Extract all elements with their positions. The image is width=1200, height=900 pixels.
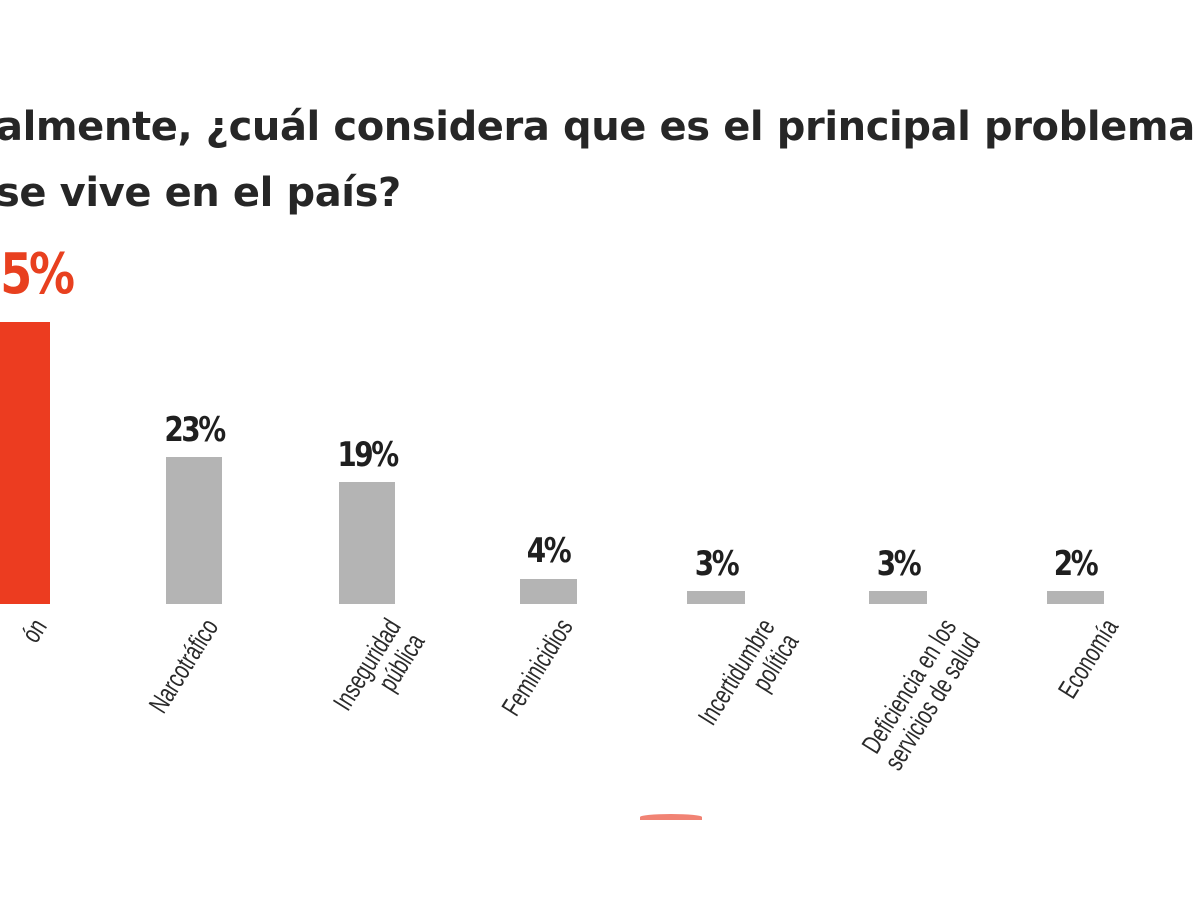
bar-value-label: 2%	[1053, 544, 1099, 584]
chart-title-line-1: almente, ¿cuál considera que es el princ…	[0, 104, 1195, 150]
bar-feminicidios	[520, 579, 577, 604]
category-label: Narcotráfico	[143, 613, 225, 719]
bar-value-label: 3%	[876, 544, 922, 584]
bar-value-label: 19%	[337, 435, 399, 475]
category-label: Economía	[1052, 613, 1125, 704]
bar-inseguridad-publica	[339, 482, 395, 604]
category-label: Des	[1194, 689, 1200, 735]
bar-narcotrafico	[166, 457, 222, 604]
bar-highlighted	[0, 322, 50, 604]
bar-value-label: 4%	[526, 531, 572, 571]
category-label: Feminicidios	[495, 613, 579, 721]
bar-incertidumbre-politica	[687, 591, 745, 604]
bar-value-label: 5%	[0, 242, 75, 307]
category-label: Deficiencia en los servicios de salud	[856, 613, 987, 776]
category-label: ón	[15, 613, 53, 648]
bar-value-label: 23%	[164, 410, 226, 450]
category-label: Inseguridad pública	[327, 613, 431, 716]
chart-title: almente, ¿cuál considera que es el princ…	[0, 94, 1195, 226]
category-label: Incertidumbre política	[692, 613, 805, 731]
bar-value-label: 3%	[694, 544, 740, 584]
bar-economia	[1047, 591, 1104, 604]
bar-deficiencia-salud	[869, 591, 927, 604]
chart-title-line-2: se vive en el país?	[0, 170, 401, 216]
decorative-red-mark	[640, 814, 702, 820]
